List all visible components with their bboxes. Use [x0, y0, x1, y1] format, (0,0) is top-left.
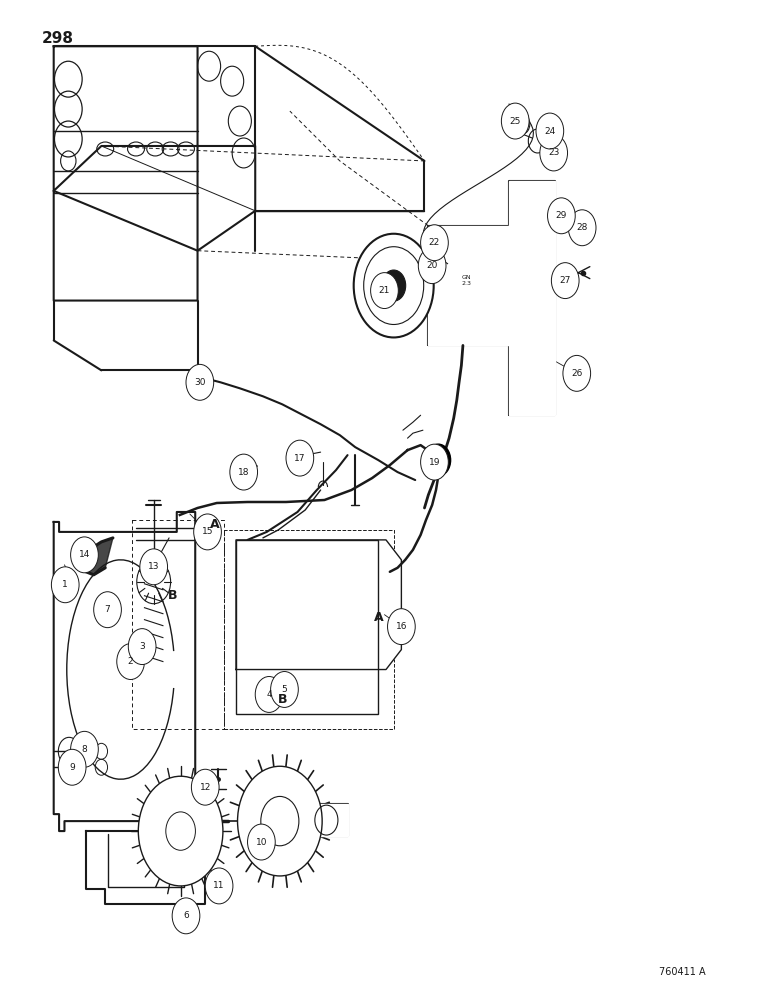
- Bar: [66, 554, 86, 566]
- Polygon shape: [54, 46, 256, 251]
- Circle shape: [421, 444, 449, 480]
- Circle shape: [70, 537, 98, 573]
- Text: A: A: [374, 611, 383, 624]
- Circle shape: [59, 749, 86, 785]
- Polygon shape: [54, 191, 198, 301]
- Circle shape: [256, 677, 283, 712]
- Circle shape: [52, 567, 79, 603]
- Text: 12: 12: [199, 783, 211, 792]
- Polygon shape: [54, 46, 425, 211]
- Bar: [225, 530, 394, 729]
- Polygon shape: [54, 512, 195, 831]
- Text: 760411 A: 760411 A: [659, 967, 706, 977]
- Text: 21: 21: [379, 286, 390, 295]
- Text: 4: 4: [266, 690, 272, 699]
- Text: 2: 2: [128, 657, 134, 666]
- Circle shape: [354, 234, 434, 337]
- Circle shape: [205, 868, 233, 904]
- Text: B: B: [277, 693, 287, 706]
- Text: 23: 23: [548, 148, 560, 157]
- Polygon shape: [236, 540, 401, 670]
- Circle shape: [540, 135, 567, 171]
- Text: B: B: [168, 589, 177, 602]
- Text: 22: 22: [428, 238, 440, 247]
- Circle shape: [230, 454, 258, 490]
- Circle shape: [286, 440, 313, 476]
- Text: 6: 6: [183, 911, 189, 920]
- Text: 14: 14: [79, 550, 90, 559]
- Circle shape: [426, 444, 451, 476]
- Circle shape: [238, 766, 322, 876]
- Text: 3: 3: [139, 642, 145, 651]
- Circle shape: [551, 263, 579, 299]
- Circle shape: [371, 273, 398, 309]
- Text: 18: 18: [238, 468, 249, 477]
- Text: 25: 25: [510, 117, 521, 126]
- Polygon shape: [428, 226, 509, 345]
- Text: 7: 7: [105, 605, 110, 614]
- Circle shape: [568, 210, 596, 246]
- Text: 24: 24: [544, 127, 556, 136]
- Text: 29: 29: [556, 211, 567, 220]
- Circle shape: [501, 103, 529, 139]
- Circle shape: [172, 898, 200, 934]
- Text: 30: 30: [194, 378, 205, 387]
- Text: 28: 28: [577, 223, 587, 232]
- Circle shape: [140, 549, 168, 585]
- Text: 10: 10: [256, 838, 267, 847]
- Circle shape: [421, 225, 449, 261]
- Circle shape: [117, 644, 144, 680]
- Bar: [66, 579, 86, 591]
- Text: 298: 298: [42, 31, 73, 46]
- Circle shape: [563, 355, 591, 391]
- Bar: [236, 540, 378, 714]
- Circle shape: [194, 514, 222, 550]
- Circle shape: [271, 672, 298, 707]
- Text: 27: 27: [560, 276, 571, 285]
- Circle shape: [388, 609, 415, 645]
- Text: 11: 11: [213, 881, 225, 890]
- Circle shape: [70, 731, 98, 767]
- Circle shape: [191, 769, 219, 805]
- Text: A: A: [211, 518, 220, 531]
- Circle shape: [128, 629, 156, 665]
- Text: 8: 8: [82, 745, 87, 754]
- Circle shape: [138, 776, 223, 886]
- Text: GN
2.3: GN 2.3: [462, 275, 472, 286]
- Text: 16: 16: [395, 622, 407, 631]
- Circle shape: [248, 824, 276, 860]
- Polygon shape: [86, 538, 113, 575]
- Polygon shape: [509, 181, 555, 415]
- Text: 9: 9: [69, 763, 75, 772]
- Circle shape: [547, 198, 575, 234]
- Text: 1: 1: [63, 580, 68, 589]
- Polygon shape: [86, 831, 205, 904]
- Text: 5: 5: [282, 685, 287, 694]
- Text: 19: 19: [428, 458, 440, 467]
- Text: 13: 13: [148, 562, 160, 571]
- Polygon shape: [305, 804, 347, 836]
- Circle shape: [418, 248, 446, 284]
- Circle shape: [381, 270, 406, 301]
- Text: 26: 26: [571, 369, 582, 378]
- Text: 15: 15: [201, 527, 213, 536]
- Text: 17: 17: [294, 454, 306, 463]
- Circle shape: [186, 364, 214, 400]
- Text: 20: 20: [426, 261, 438, 270]
- Circle shape: [536, 113, 564, 149]
- Circle shape: [93, 592, 121, 628]
